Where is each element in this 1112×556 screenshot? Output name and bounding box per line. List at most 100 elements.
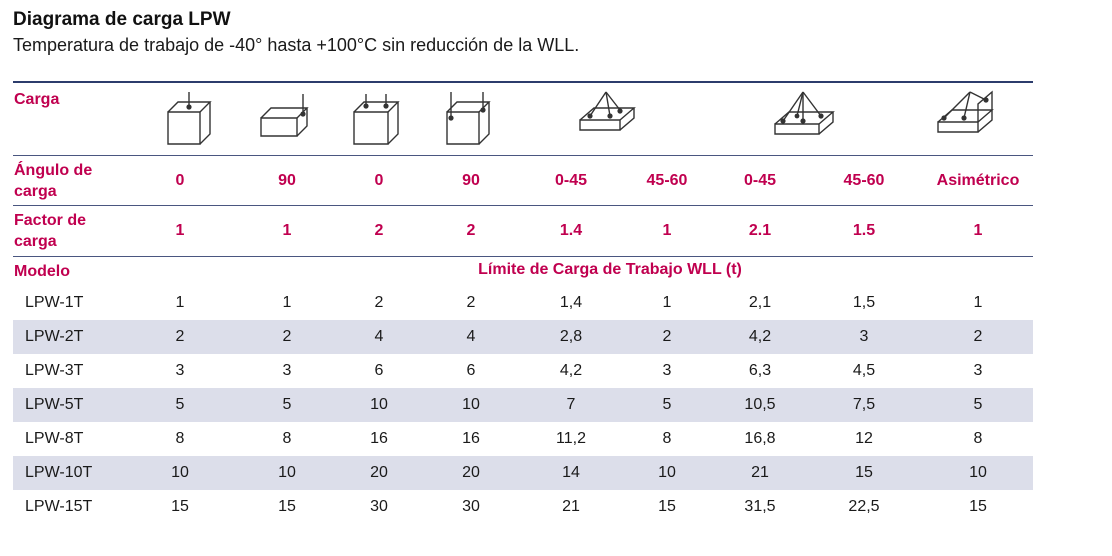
wll-cell: 8	[282, 430, 292, 447]
wll-cell: 2	[175, 328, 185, 345]
wll-cell: 7,5	[852, 396, 876, 413]
model-cell: LPW-3T	[25, 362, 84, 379]
angle-value-3: 0	[374, 172, 384, 189]
wll-cell: 5	[282, 396, 292, 413]
table-top-rule	[13, 81, 1033, 83]
divider-angle	[13, 155, 1033, 156]
wll-cell: 2	[662, 328, 672, 345]
wll-cell: 30	[370, 498, 388, 515]
factor-value-8: 1.5	[852, 222, 876, 239]
wll-cell: 4,2	[748, 328, 772, 345]
wll-cell: 3	[662, 362, 672, 379]
factor-value-2: 1	[282, 222, 292, 239]
box-two-leg-lift-icon	[353, 94, 400, 145]
divider-model	[13, 256, 1033, 257]
factor-value-6: 1	[662, 222, 672, 239]
wll-cell: 22,5	[848, 498, 880, 515]
angle-value-4: 90	[462, 172, 480, 189]
wll-cell: 4,2	[559, 362, 583, 379]
model-cell: LPW-1T	[25, 294, 84, 311]
table-row: LPW-5T 5 5 10 10 7 5 10,5 7,5 5	[13, 388, 1033, 422]
angle-value-5: 0-45	[554, 172, 588, 189]
wll-cell: 1	[662, 294, 672, 311]
table-row: LPW-10T 10 10 20 20 14 10 21 15 10	[13, 456, 1033, 490]
wll-cell: 3	[282, 362, 292, 379]
wll-cell: 6	[374, 362, 384, 379]
table-row: LPW-8T 8 8 16 16 11,2 8 16,8 12 8	[13, 422, 1033, 456]
factor-value-5: 1.4	[559, 222, 583, 239]
box-two-leg-angle-icon	[446, 92, 491, 145]
wll-cell: 1	[282, 294, 292, 311]
modelo-label: Modelo	[14, 263, 70, 280]
wll-cell: 1	[973, 294, 983, 311]
factor-value-3: 2	[374, 222, 384, 239]
wll-cell: 1	[175, 294, 185, 311]
table-row: LPW-2T 2 2 4 4 2,8 2 4,2 3 2	[13, 320, 1033, 354]
plate-four-leg-icon	[774, 91, 835, 135]
wll-cell: 15	[278, 498, 296, 515]
wll-cell: 10	[278, 464, 296, 481]
wll-cell: 14	[562, 464, 580, 481]
wll-cell: 6,3	[748, 362, 772, 379]
wll-cell: 4,5	[852, 362, 876, 379]
wll-cell: 2,1	[748, 294, 772, 311]
wll-cell: 5	[973, 396, 983, 413]
table-row: LPW-15T 15 15 30 30 21 15 31,5 22,5 15	[13, 490, 1033, 524]
wll-cell: 15	[171, 498, 189, 515]
wll-cell: 5	[662, 396, 672, 413]
wll-cell: 15	[658, 498, 676, 515]
wll-cell: 10,5	[744, 396, 776, 413]
wll-cell: 10	[370, 396, 388, 413]
wll-cell: 20	[370, 464, 388, 481]
wll-cell: 21	[751, 464, 769, 481]
wll-cell: 21	[562, 498, 580, 515]
wll-cell: 5	[175, 396, 185, 413]
model-cell: LPW-2T	[25, 328, 84, 345]
angulo-label: Ángulo de carga	[14, 162, 93, 200]
wll-cell: 2	[466, 294, 476, 311]
wll-cell: 10	[658, 464, 676, 481]
table-row: LPW-3T 3 3 6 6 4,2 3 6,3 4,5 3	[13, 354, 1033, 388]
wll-cell: 7	[566, 396, 576, 413]
angle-value-9: Asimétrico	[936, 172, 1020, 189]
wll-cell: 11,2	[556, 430, 586, 447]
wll-cell: 3	[859, 328, 869, 345]
wll-cell: 15	[855, 464, 873, 481]
wll-cell: 12	[855, 430, 873, 447]
table-row: LPW-1T 1 1 2 2 1,4 1 2,1 1,5 1	[13, 286, 1033, 320]
wll-cell: 1,5	[852, 294, 876, 311]
model-cell: LPW-8T	[25, 430, 84, 447]
wll-cell: 20	[462, 464, 480, 481]
wll-cell: 8	[662, 430, 672, 447]
page-title: Diagrama de carga LPW	[13, 9, 231, 30]
model-cell: LPW-5T	[25, 396, 84, 413]
wll-cell: 2	[282, 328, 292, 345]
wll-cell: 15	[969, 498, 987, 515]
wll-cell: 10	[462, 396, 480, 413]
wll-cell: 4	[466, 328, 476, 345]
wll-cell: 3	[973, 362, 983, 379]
factor-label: Factor de carga	[14, 212, 87, 250]
angle-value-6: 45-60	[646, 172, 688, 189]
wll-header: Límite de Carga de Trabajo WLL (t)	[478, 261, 742, 278]
page-subtitle: Temperatura de trabajo de -40° hasta +10…	[13, 35, 580, 55]
wll-cell: 31,5	[744, 498, 776, 515]
wll-cell: 8	[175, 430, 185, 447]
plate-asymmetric-lift-icon	[937, 90, 994, 133]
wll-cell: 2	[973, 328, 983, 345]
carga-label: Carga	[14, 91, 60, 108]
wll-cell: 2	[374, 294, 384, 311]
angle-value-8: 45-60	[843, 172, 885, 189]
model-cell: LPW-15T	[25, 498, 93, 515]
angle-value-1: 0	[175, 172, 185, 189]
wll-cell: 6	[466, 362, 476, 379]
angle-value-7: 0-45	[743, 172, 777, 189]
box-vertical-lift-icon	[167, 92, 212, 145]
wll-cell: 2,8	[559, 328, 583, 345]
wll-cell: 10	[969, 464, 987, 481]
model-cell: LPW-10T	[25, 464, 93, 481]
factor-value-4: 2	[466, 222, 476, 239]
wll-cell: 1,4	[559, 294, 583, 311]
plate-three-leg-icon	[579, 91, 636, 131]
factor-value-9: 1	[973, 222, 983, 239]
